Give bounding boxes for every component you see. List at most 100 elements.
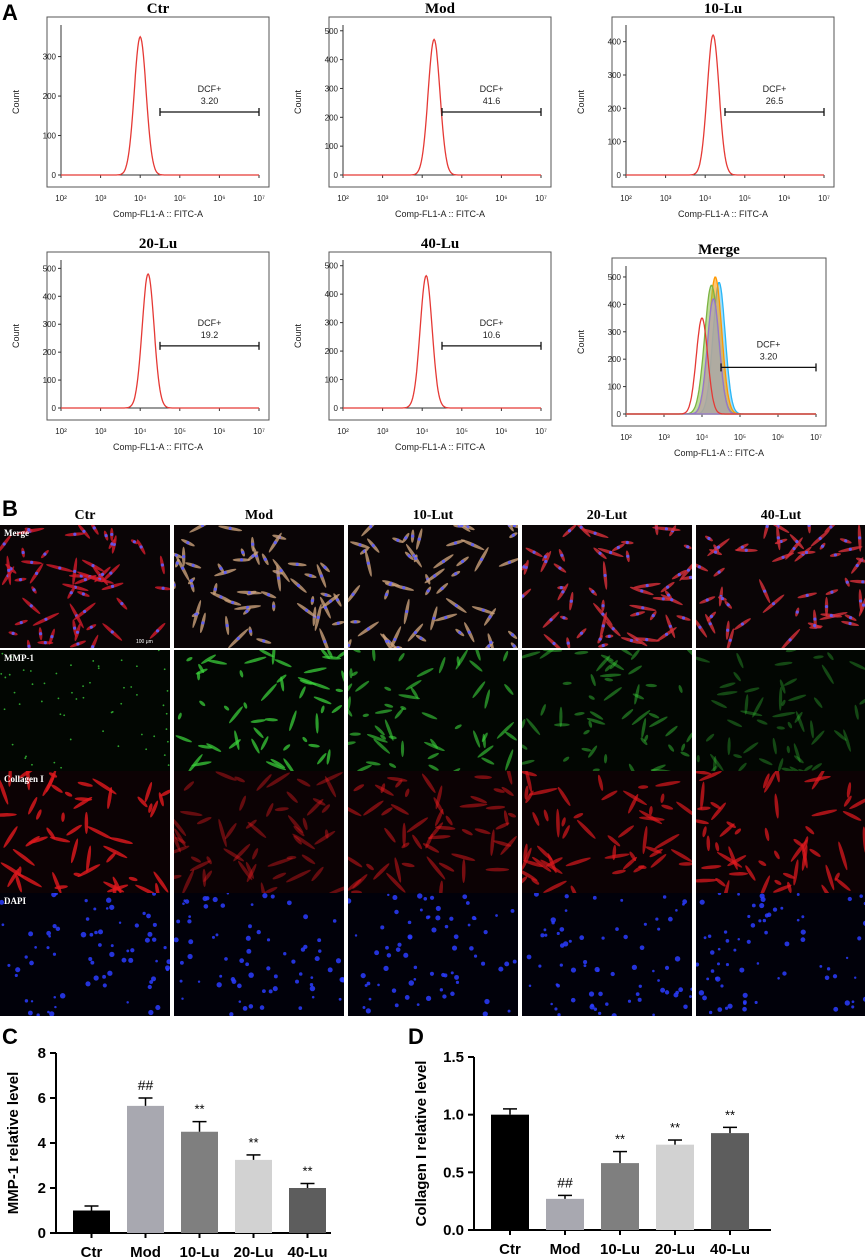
nucleus-dot bbox=[782, 971, 787, 976]
nucleus-dot bbox=[386, 953, 392, 958]
merge-nucleus bbox=[396, 646, 400, 648]
nucleus-dot bbox=[392, 895, 398, 901]
nucleus-dot bbox=[425, 995, 432, 1002]
merge-nucleus bbox=[560, 553, 564, 557]
mmp1-cell bbox=[384, 703, 394, 708]
mmp1-cell bbox=[398, 652, 405, 662]
mmp1-cell bbox=[320, 650, 331, 660]
merge-nucleus bbox=[82, 609, 87, 614]
mmp1-cell bbox=[727, 719, 743, 728]
micrograph-texture bbox=[348, 893, 517, 1016]
merge-nucleus bbox=[433, 574, 437, 578]
collagen-cell bbox=[174, 845, 190, 855]
mmp1-cell bbox=[398, 694, 421, 700]
mmp1-cell bbox=[849, 661, 865, 670]
mmp1-cell bbox=[365, 761, 381, 766]
micrograph-collagen-i-mod bbox=[174, 771, 344, 894]
micrograph-merge-mod bbox=[174, 525, 344, 648]
mmp1-cell bbox=[348, 707, 353, 717]
merge-nucleus bbox=[698, 625, 702, 629]
nucleus-dot bbox=[706, 977, 710, 981]
nucleus-dot bbox=[715, 976, 721, 982]
collagen-cell bbox=[696, 819, 709, 825]
gate-value: 19.2 bbox=[201, 330, 219, 340]
x-tick-label: 20-Lu bbox=[233, 1244, 273, 1257]
merge-nucleus bbox=[440, 586, 444, 591]
mmp1-dot bbox=[82, 685, 84, 688]
micrograph-row-label: Collagen I bbox=[4, 774, 44, 784]
merge-nucleus bbox=[788, 638, 792, 642]
nucleus-dot bbox=[484, 998, 490, 1005]
merge-nucleus bbox=[522, 565, 526, 569]
mmp1-cell bbox=[563, 756, 570, 762]
collagen-cell bbox=[401, 862, 415, 868]
nucleus-dot bbox=[643, 922, 647, 926]
microscopy-column-title: 10-Lut bbox=[412, 508, 454, 523]
nucleus-dot bbox=[404, 995, 410, 1000]
y-tick-label: 0 bbox=[617, 171, 622, 180]
merge-nucleus bbox=[813, 623, 817, 628]
collagen-cell bbox=[239, 795, 246, 811]
nucleus-dot bbox=[242, 1006, 248, 1011]
mmp1-dot bbox=[43, 682, 46, 685]
merge-nucleus bbox=[579, 631, 584, 635]
nucleus-dot bbox=[365, 1008, 371, 1014]
collagen-cell bbox=[84, 811, 89, 835]
nucleus-dot bbox=[148, 1009, 154, 1016]
collagen-cell bbox=[296, 778, 311, 787]
collagen-cell bbox=[522, 771, 538, 777]
merge-nucleus bbox=[110, 630, 114, 634]
mmp1-cell bbox=[244, 656, 267, 664]
collagen-cell bbox=[266, 772, 291, 788]
collagen-cell bbox=[314, 830, 336, 845]
nucleus-dot bbox=[362, 1006, 366, 1010]
nucleus-dot bbox=[593, 1007, 598, 1012]
mmp1-cell bbox=[736, 652, 744, 669]
collagen-cell bbox=[312, 798, 326, 806]
merge-nucleus bbox=[182, 554, 186, 559]
nucleus-dot bbox=[231, 979, 237, 984]
nucleus-dot bbox=[34, 946, 37, 949]
collagen-cell bbox=[774, 793, 779, 819]
nucleus-dot bbox=[631, 964, 638, 970]
merge-nucleus bbox=[404, 536, 408, 540]
nucleus-dot bbox=[211, 935, 215, 939]
merge-nucleus bbox=[402, 586, 406, 590]
merge-nucleus bbox=[27, 644, 31, 648]
nucleus-dot bbox=[377, 983, 380, 987]
nucleus-dot bbox=[216, 982, 222, 988]
mmp1-cell bbox=[504, 684, 514, 695]
merge-nucleus bbox=[323, 606, 328, 610]
merge-nucleus bbox=[458, 630, 462, 635]
nucleus-dot bbox=[146, 913, 151, 919]
merge-nucleus bbox=[73, 569, 77, 573]
nucleus-dot bbox=[652, 1013, 655, 1016]
y-tick-label: 0.5 bbox=[443, 1164, 464, 1181]
merge-nucleus bbox=[348, 643, 351, 647]
merge-nucleus bbox=[110, 542, 114, 546]
collagen-cell bbox=[485, 867, 510, 872]
nucleus-dot bbox=[720, 984, 724, 988]
nucleus-dot bbox=[118, 921, 122, 924]
merge-nucleus bbox=[413, 630, 418, 635]
merge-nucleus bbox=[686, 568, 691, 572]
micrograph-texture bbox=[348, 525, 518, 648]
y-tick-label: 8 bbox=[38, 1045, 46, 1062]
nucleus-dot bbox=[364, 983, 368, 987]
mmp1-cell bbox=[854, 704, 859, 720]
mmp1-dot bbox=[163, 754, 166, 757]
nucleus-dot bbox=[450, 971, 454, 975]
flow-plot-title: 10-Lu bbox=[704, 1, 742, 17]
collagen-cell bbox=[461, 858, 466, 884]
nucleus-dot bbox=[395, 947, 401, 952]
collagen-cell bbox=[622, 856, 638, 870]
mmp1-dot bbox=[89, 681, 91, 684]
nucleus-dot bbox=[212, 896, 218, 903]
merge-nucleus bbox=[635, 612, 640, 616]
merge-nucleus bbox=[109, 571, 113, 575]
x-tick-label: 10⁷ bbox=[535, 194, 547, 203]
collagen-cell bbox=[697, 806, 711, 811]
collagen-cell bbox=[711, 802, 726, 821]
mmp1-cell bbox=[484, 689, 490, 709]
mmp1-cell bbox=[384, 686, 392, 691]
